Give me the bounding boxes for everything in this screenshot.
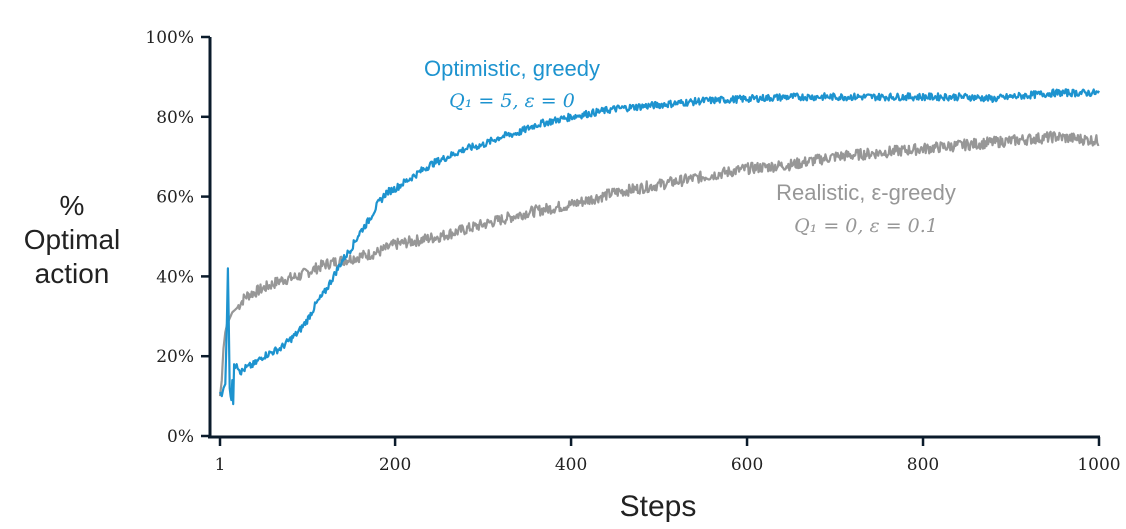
y-tick-label: 0%: [167, 427, 194, 447]
series-group: [218, 88, 1100, 406]
y-axis-title-line-1: %: [60, 190, 85, 221]
y-axis-title-line-2: Optimal: [24, 224, 120, 255]
realistic-series-label: Realistic, ε-greedy: [776, 180, 956, 205]
x-axis-title: Steps: [620, 490, 697, 523]
y-axis-title-line-3: action: [35, 258, 110, 289]
y-tick-label: 20%: [156, 347, 194, 367]
x-tick-label: 800: [907, 455, 939, 475]
x-tick-label: 200: [379, 455, 411, 475]
x-tick-label: 1000: [1077, 455, 1120, 475]
optimistic-series-label: Optimistic, greedy: [424, 56, 600, 81]
y-tick-label: 100%: [145, 28, 194, 48]
x-tick-label: 1: [215, 455, 226, 475]
y-axis-ticks: 0% 20% 40% 60% 80% 100%: [145, 28, 210, 447]
realistic-epsilon-greedy-line: [218, 130, 1100, 397]
y-tick-label: 40%: [156, 267, 194, 287]
optimistic-series-formula: Q₁ = 5, ε = 0: [449, 90, 575, 112]
x-tick-label: 400: [555, 455, 587, 475]
y-tick-label: 60%: [156, 188, 194, 208]
x-axis-ticks: 1 200 400 600 800 1000: [215, 437, 1121, 475]
realistic-series-formula: Q₁ = 0, ε = 0.1: [794, 215, 938, 237]
y-tick-label: 80%: [156, 108, 194, 128]
x-tick-label: 600: [731, 455, 763, 475]
optimistic-greedy-line: [218, 88, 1100, 406]
